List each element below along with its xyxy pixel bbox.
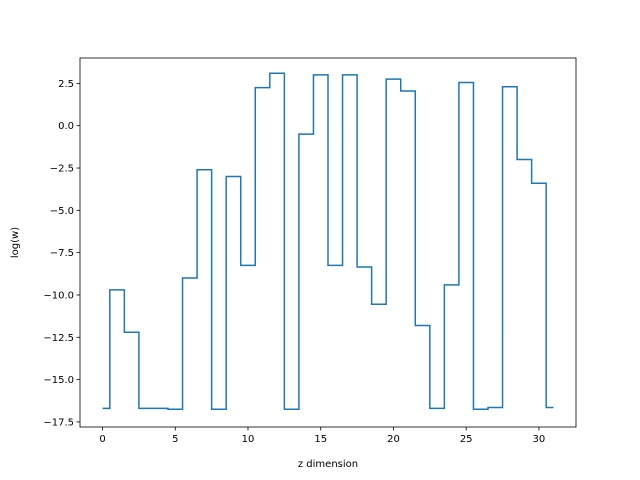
x-tick-label: 15 — [314, 434, 327, 445]
y-tick-label: −5.0 — [50, 206, 74, 217]
x-axis-label: z dimension — [298, 459, 358, 470]
axes-frame — [79, 57, 577, 428]
y-tick-label: −2.5 — [50, 164, 74, 175]
y-tick-label: −17.5 — [43, 417, 74, 428]
x-tick-label: 10 — [242, 434, 255, 445]
y-tick-label: −15.0 — [43, 375, 74, 386]
x-tick-label: 30 — [533, 434, 546, 445]
plot-area — [102, 72, 554, 410]
y-tick-label: 2.5 — [58, 79, 74, 90]
x-tick-label: 25 — [460, 434, 473, 445]
y-axis-label: log(w) — [10, 227, 21, 258]
x-tick-label: 20 — [387, 434, 400, 445]
y-tick-label: −7.5 — [50, 248, 74, 259]
y-ticks: −17.5 −15.0 −12.5 −10.0 −7.5 −5.0 −2.5 0.0 2.5 — [43, 79, 80, 428]
y-tick-label: −10.0 — [43, 290, 74, 301]
y-tick-label: −12.5 — [43, 333, 74, 344]
x-tick-label: 0 — [99, 434, 105, 445]
x-tick-label: 5 — [172, 434, 178, 445]
y-tick-label: 0.0 — [58, 121, 74, 132]
x-ticks: 0 5 10 15 20 25 30 — [99, 427, 545, 445]
series-step-line — [102, 72, 554, 410]
